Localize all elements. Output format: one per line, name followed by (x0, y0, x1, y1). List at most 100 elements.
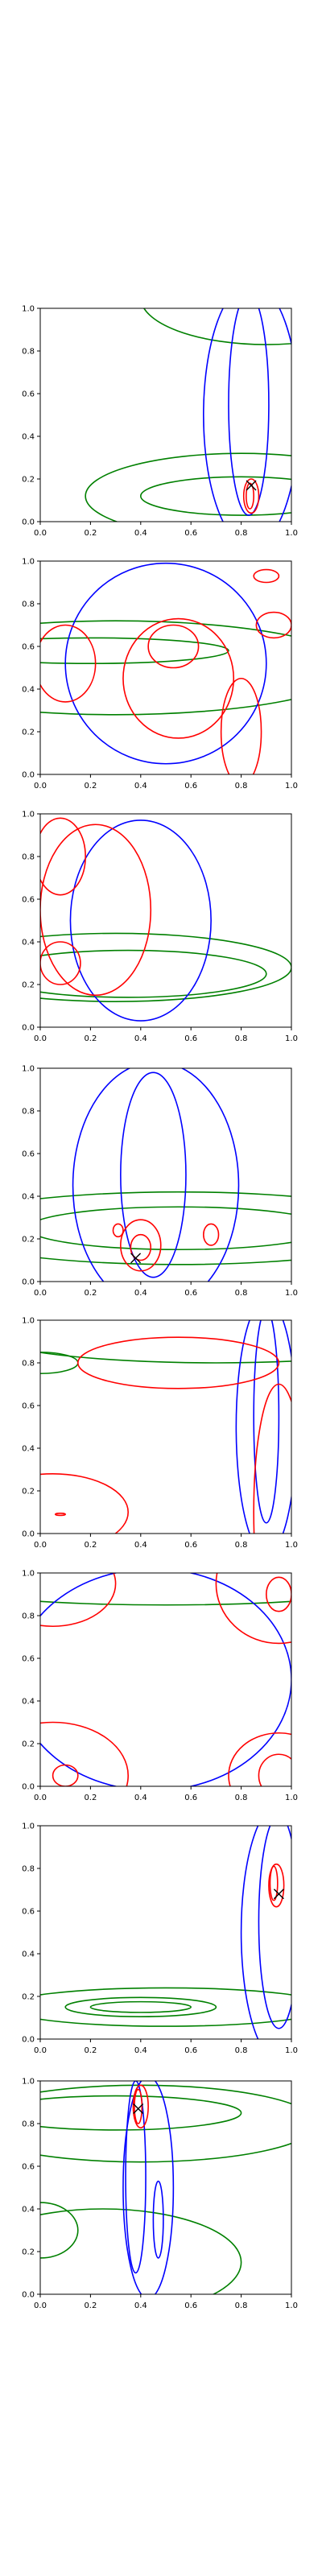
red-contour-5 (253, 568, 280, 584)
red-contour-1 (40, 824, 152, 997)
red-contour-1 (122, 617, 235, 739)
x-tick-label: 0.0 (34, 1541, 47, 1550)
x-tick-label: 0.4 (134, 2046, 147, 2055)
green-contour-1 (40, 949, 267, 998)
y-tick-label: 0.2 (22, 1488, 35, 1496)
red-contour-4 (220, 677, 262, 774)
red-contour-4 (54, 1513, 67, 1517)
axes-frame (39, 1825, 292, 2040)
x-tick-label: 0.4 (134, 1034, 147, 1043)
y-tick-label: 0.8 (22, 601, 35, 609)
y-tick-label: 0.4 (22, 686, 35, 695)
y-tick-label: 0.0 (22, 1024, 35, 1033)
x-tick-label: 0.8 (235, 782, 248, 791)
y-tick-label: 0.8 (22, 1108, 35, 1117)
y-tick-label: 0.8 (22, 1360, 35, 1368)
blue-contour-2 (72, 1068, 240, 1282)
x-tick-label: 0.6 (184, 782, 197, 791)
red-contour-1 (130, 1233, 152, 1261)
y-tick-label: 0.2 (22, 981, 35, 990)
axes-frame (39, 1319, 292, 1534)
red-contour-5 (52, 1764, 79, 1786)
red-contour-6 (255, 611, 291, 639)
green-contour-4 (40, 2208, 242, 2294)
red-contour-3 (40, 624, 97, 703)
green-contour-2 (40, 932, 291, 1002)
y-tick-label: 0.8 (22, 1865, 35, 1874)
y-tick-label: 0.0 (22, 2291, 35, 2300)
plot-area (40, 1320, 291, 1534)
red-contour-3 (253, 1383, 291, 1534)
x-tick-label: 0.4 (134, 2301, 147, 2310)
x-tick-label: 1.0 (285, 1794, 298, 1802)
x-tick-label: 0.2 (84, 2046, 97, 2055)
x-tick-label: 1.0 (285, 1541, 298, 1550)
blue-contour-3 (152, 2180, 164, 2259)
blue-contour-1 (64, 562, 267, 765)
red-contour-3 (266, 1576, 291, 1612)
blue-contour-1 (253, 1320, 280, 1524)
x-tick-label: 0.6 (184, 1034, 197, 1043)
green-contour-1 (40, 1206, 291, 1251)
blue-contour-2 (203, 308, 291, 522)
green-contour-1 (89, 2000, 192, 2013)
green-contour-2 (64, 1996, 217, 2017)
red-contour-1 (134, 2088, 143, 2124)
axes-frame (39, 813, 292, 1028)
red-contour-2 (132, 2084, 149, 2129)
x-tick-label: 0.8 (235, 2046, 248, 2055)
plot-area (40, 1573, 291, 1786)
plot-area (40, 1068, 291, 1282)
green-contour-3 (142, 308, 291, 345)
y-tick-label: 0.0 (22, 518, 35, 527)
blue-contour-1 (120, 1071, 187, 1278)
y-tick-label: 0.4 (22, 2206, 35, 2215)
red-contour-7 (258, 1753, 291, 1786)
blue-contour-1 (258, 1826, 291, 2029)
y-tick-label: 0.6 (22, 896, 35, 905)
x-tick-label: 1.0 (285, 529, 298, 538)
blue-contour-1 (125, 2081, 147, 2274)
y-tick-label: 1.0 (22, 1317, 35, 1326)
y-tick-label: 0.2 (22, 2248, 35, 2257)
axes-frame (39, 560, 292, 775)
y-tick-label: 1.0 (22, 811, 35, 819)
y-tick-label: 0.0 (22, 1783, 35, 1792)
panel-2: 0.0 0.2 0.4 0.6 0.8 1.0 0.0 0.2 0.4 0.6 0.8 1.0 (22, 558, 298, 791)
x-tick-label: 1.0 (285, 1289, 298, 1298)
red-contour-2 (40, 1473, 129, 1534)
x-tick-label: 0.0 (34, 2301, 47, 2310)
x-tick-label: 0.8 (235, 2301, 248, 2310)
x-tick-label: 0.8 (235, 1794, 248, 1802)
red-contour-1 (269, 1865, 279, 1901)
panel-5: 0.0 0.2 0.4 0.6 0.8 1.0 0.0 0.2 0.4 0.6 0.8 1.0 (22, 1317, 298, 1550)
blue-contour-2 (235, 1320, 291, 1534)
y-tick-label: 1.0 (22, 558, 35, 567)
x-tick-label: 0.0 (34, 529, 47, 538)
x-tick-label: 1.0 (285, 782, 298, 791)
x-tick-label: 0.2 (84, 2301, 97, 2310)
y-tick-label: 0.6 (22, 643, 35, 652)
axes-frame (39, 1572, 292, 1787)
y-tick-label: 0.8 (22, 1612, 35, 1621)
red-contour-2 (120, 1219, 162, 1272)
panel-6: 0.0 0.2 0.4 0.6 0.8 1.0 0.0 0.2 0.4 0.6 0.8 1.0 (22, 1570, 298, 1803)
blue-contour-2 (122, 2081, 175, 2294)
y-tick-label: 0.2 (22, 1740, 35, 1749)
red-contour-3 (203, 1223, 220, 1246)
y-tick-label: 1.0 (22, 2078, 35, 2087)
y-tick-label: 0.2 (22, 1993, 35, 2002)
y-tick-label: 0.6 (22, 1402, 35, 1411)
x-tick-label: 0.4 (134, 782, 147, 791)
red-contour-1 (40, 1573, 117, 1628)
axes-frame (39, 308, 292, 522)
green-contour-2 (40, 1191, 291, 1265)
x-tick-label: 0.8 (235, 1289, 248, 1298)
x-tick-label: 0.6 (184, 2301, 197, 2310)
axes-frame (39, 2080, 292, 2295)
blue-contour-2 (240, 1826, 259, 2039)
blue-contour-1 (228, 308, 270, 516)
plot-area (85, 308, 291, 522)
plot-area (40, 2081, 291, 2294)
axes-frame (39, 1067, 292, 1282)
